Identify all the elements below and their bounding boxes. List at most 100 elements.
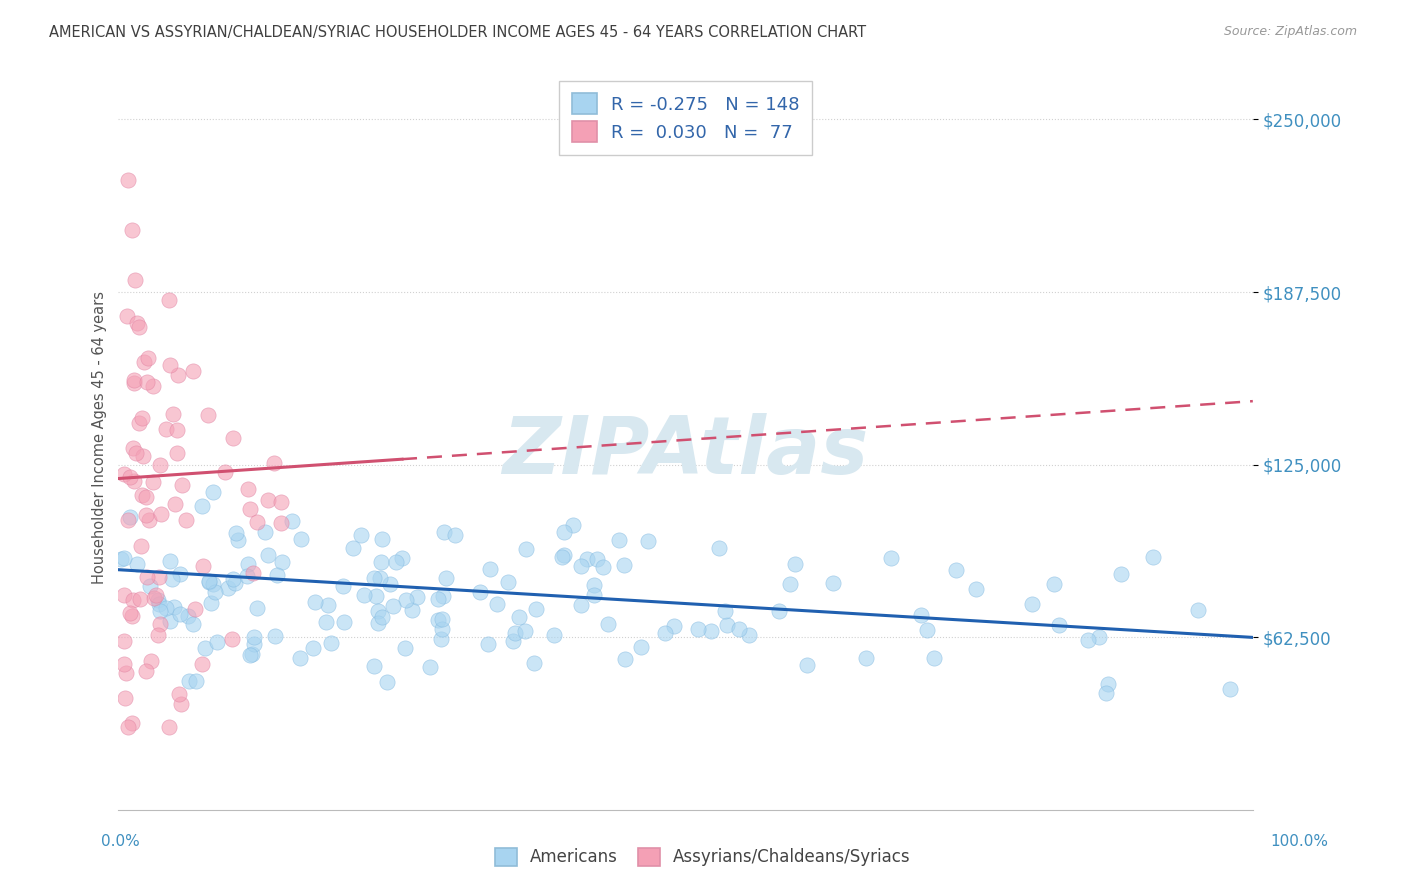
Point [596,616,619,631]
Point [301,641,323,656]
Point [515,541,537,556]
Point [214,465,236,479]
Point [266,568,288,582]
Point [125,446,148,460]
Point [246,515,269,529]
Point [630,640,652,654]
Point [508,610,530,624]
Point [155,600,177,615]
Point [122,373,145,387]
Point [159,614,181,628]
Point [945,563,967,577]
Point [254,525,277,540]
Point [496,575,519,590]
Point [321,636,343,650]
Point [132,355,155,369]
Point [131,539,153,553]
Point [270,555,292,569]
Point [191,657,214,671]
Point [821,575,844,590]
Point [127,557,149,571]
Point [181,364,204,378]
Point [965,582,987,596]
Point [149,617,172,632]
Point [166,423,188,437]
Point [353,588,375,602]
Point [543,628,565,642]
Point [1047,618,1070,632]
Point [121,223,143,237]
Point [205,635,228,649]
Point [553,524,575,539]
Point [768,604,790,618]
Point [157,720,180,734]
Point [613,652,636,666]
Point [468,585,491,599]
Point [112,657,135,671]
Point [177,609,200,624]
Point [112,467,135,481]
Point [149,507,172,521]
Point [169,566,191,581]
Point [224,575,246,590]
Point [167,687,190,701]
Point [221,632,243,647]
Point [582,578,605,592]
Point [222,431,245,445]
Point [141,475,163,489]
Point [162,407,184,421]
Point [226,533,249,548]
Point [380,577,402,591]
Point [238,558,260,572]
Point [370,555,392,569]
Text: 100.0%: 100.0% [1271,834,1329,848]
Point [316,599,339,613]
Point [197,574,219,589]
Point [239,648,262,662]
Point [551,549,574,564]
Text: ZIPAtlas: ZIPAtlas [502,413,869,491]
Point [513,624,536,639]
Point [122,474,145,488]
Point [118,470,141,484]
Legend: Americans, Assyrians/Chaldeans/Syriacs: Americans, Assyrians/Chaldeans/Syriacs [488,841,918,873]
Point [165,497,187,511]
Point [239,501,262,516]
Point [128,319,150,334]
Point [1077,632,1099,647]
Point [118,509,141,524]
Point [136,351,159,366]
Point [236,482,259,496]
Point [170,477,193,491]
Point [716,618,738,632]
Point [149,604,172,618]
Point [222,573,245,587]
Point [714,604,737,618]
Point [200,596,222,610]
Point [160,572,183,586]
Point [363,658,385,673]
Point [191,558,214,573]
Text: Source: ZipAtlas.com: Source: ZipAtlas.com [1223,25,1357,38]
Point [855,650,877,665]
Point [194,641,217,656]
Point [654,626,676,640]
Point [124,272,146,286]
Point [281,514,304,528]
Point [155,422,177,436]
Point [381,599,404,613]
Point [1109,567,1132,582]
Point [479,562,502,576]
Point [1219,682,1241,697]
Point [728,622,751,636]
Point [477,637,499,651]
Point [1094,686,1116,700]
Point [186,673,208,688]
Point [146,592,169,607]
Point [444,528,467,542]
Point [342,541,364,555]
Point [332,579,354,593]
Point [157,293,180,307]
Point [370,609,392,624]
Point [129,592,152,607]
